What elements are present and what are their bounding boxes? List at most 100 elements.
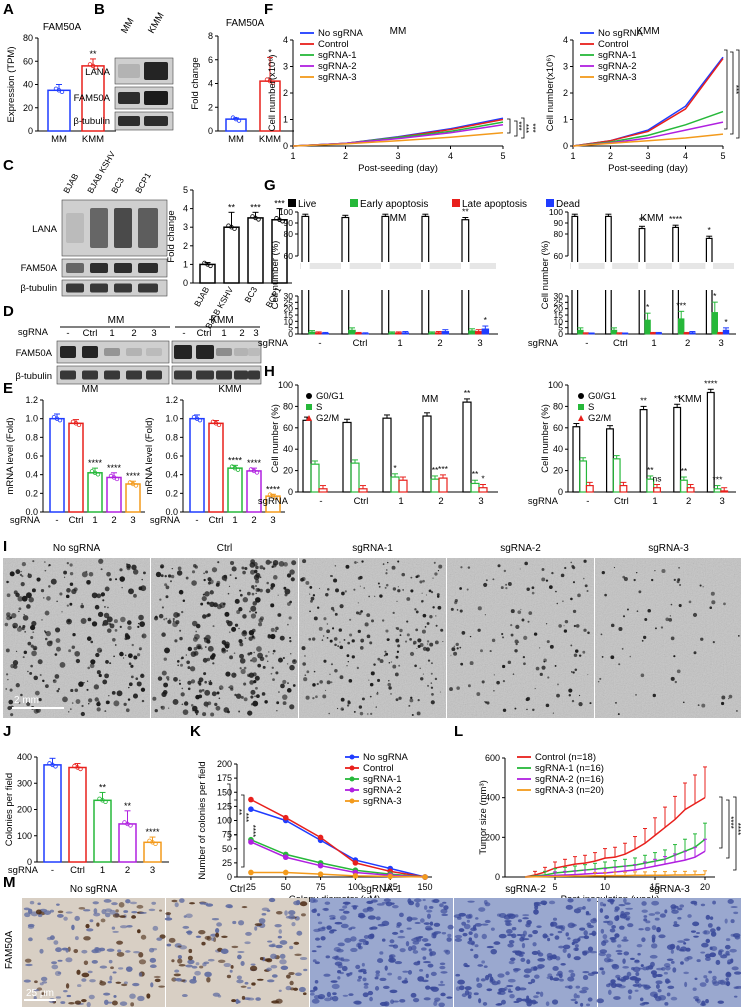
significance-mark: * (724, 317, 728, 327)
nucleus (471, 942, 475, 946)
y-tick-label: 600 (485, 753, 500, 763)
colony (248, 636, 253, 641)
nucleus (639, 1002, 646, 1006)
y-tick-label: 6 (208, 55, 213, 65)
nucleus (330, 929, 337, 932)
nucleus (587, 997, 593, 1002)
colony (575, 624, 580, 628)
nucleus (289, 945, 294, 950)
y-tick-label: 2 (283, 88, 288, 98)
y-tick-label: 175 (217, 773, 232, 783)
colony (361, 641, 363, 643)
chart-title: KMM (678, 394, 701, 405)
nucleus (183, 915, 187, 918)
colony (369, 695, 372, 698)
x-tick-label: - (586, 496, 589, 507)
lane-label: - (66, 328, 69, 339)
nucleus (108, 959, 113, 964)
colony (261, 692, 266, 696)
colony (127, 698, 131, 701)
colony (371, 619, 375, 623)
nucleus (557, 970, 563, 976)
nucleus (554, 935, 560, 940)
colony (527, 620, 530, 623)
colony (387, 682, 392, 687)
colony (510, 633, 514, 637)
colony (270, 627, 275, 632)
nucleus (365, 940, 369, 946)
nucleus (313, 986, 318, 990)
colony (469, 635, 472, 638)
colony (551, 571, 554, 575)
nucleus (696, 931, 701, 935)
x-tick-label: BC3 (242, 285, 259, 305)
colony (424, 626, 427, 628)
nucleus (236, 975, 242, 980)
y-tick-label: 15 (284, 310, 294, 320)
colony (163, 657, 167, 661)
x-tick-label: 1 (92, 515, 97, 526)
y-tick-label: 0 (227, 872, 232, 882)
colony (278, 561, 285, 567)
colony (32, 560, 35, 563)
colony (239, 593, 243, 597)
nucleus (573, 908, 582, 914)
x-tick-label: Ctrl (353, 338, 368, 349)
nucleus (670, 904, 677, 909)
colony (289, 600, 292, 604)
nucleus (699, 982, 707, 987)
colony (203, 578, 206, 582)
nucleus (146, 993, 151, 999)
nucleus (388, 944, 396, 947)
nucleus (207, 958, 215, 962)
nucleus (497, 1003, 503, 1006)
colony (435, 615, 437, 617)
nucleus (406, 927, 412, 930)
colony (63, 576, 66, 578)
band (118, 116, 140, 126)
colony (655, 627, 657, 630)
bar (354, 332, 363, 335)
nucleus (149, 947, 155, 953)
nucleus (692, 987, 697, 991)
colony (292, 684, 296, 687)
colony (661, 568, 666, 574)
colony (239, 658, 246, 664)
data-point (128, 823, 133, 828)
panel-label-f: F (264, 1, 273, 18)
series-line (250, 871, 426, 878)
colony (216, 580, 221, 585)
nucleus (154, 978, 161, 983)
nucleus (151, 901, 157, 905)
colony (670, 676, 675, 681)
colony (160, 705, 163, 709)
nucleus (250, 963, 256, 966)
colony (514, 707, 517, 710)
colony (426, 622, 430, 625)
colony (200, 647, 203, 650)
nucleus (40, 992, 46, 996)
nucleus (246, 997, 255, 1001)
colony (313, 670, 316, 673)
nucleus (582, 975, 589, 981)
colony (399, 634, 402, 637)
nucleus (311, 950, 317, 953)
nucleus (650, 961, 655, 967)
colony (157, 676, 163, 681)
colony (428, 589, 432, 593)
legend-label: Live (298, 199, 317, 210)
colony (392, 587, 397, 591)
y-tick-label: 4 (208, 79, 213, 89)
blot-col-label: KMM (146, 11, 167, 36)
colony (610, 655, 615, 660)
colony (430, 700, 435, 705)
bar-break (604, 262, 613, 290)
colony (177, 664, 179, 667)
colony (328, 712, 330, 715)
nucleus (463, 962, 468, 967)
nucleus (104, 999, 109, 1005)
nucleus (439, 962, 446, 966)
bar (394, 332, 403, 335)
nucleus (421, 938, 429, 942)
colony (104, 606, 106, 608)
